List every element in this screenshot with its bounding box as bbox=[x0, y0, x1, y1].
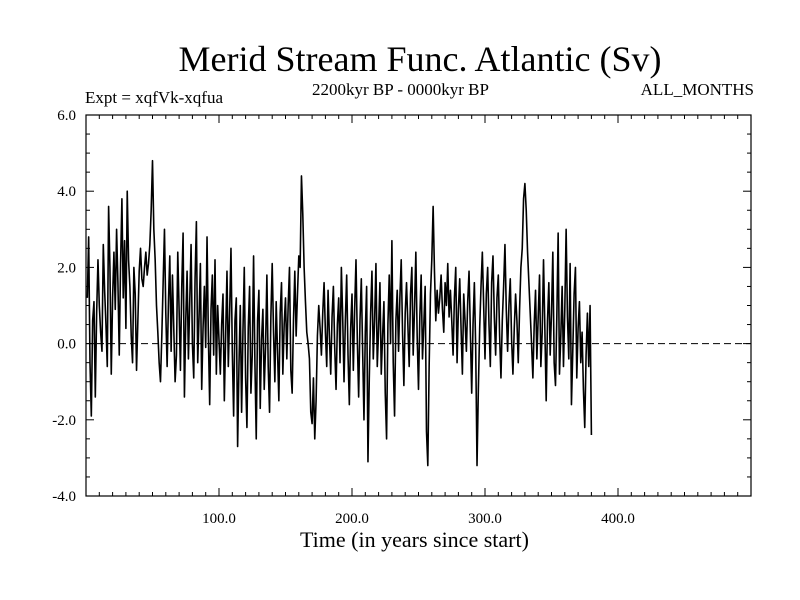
x-axis-label: Time (in years since start) bbox=[300, 527, 529, 552]
chart-title: Merid Stream Func. Atlantic (Sv) bbox=[178, 39, 662, 79]
x-tick-label: 100.0 bbox=[202, 511, 236, 527]
series-line bbox=[86, 159, 593, 467]
x-tick-label: 200.0 bbox=[335, 511, 369, 527]
y-tick-label: 2.0 bbox=[57, 260, 76, 276]
y-tick-label: 4.0 bbox=[57, 184, 76, 200]
y-tick-label: 0.0 bbox=[57, 337, 76, 353]
y-tick-label: -4.0 bbox=[52, 489, 76, 505]
months-label: ALL_MONTHS bbox=[640, 80, 754, 99]
y-tick-label: 6.0 bbox=[57, 108, 76, 124]
x-tick-label: 400.0 bbox=[601, 511, 635, 527]
y-tick-label: -2.0 bbox=[52, 413, 76, 429]
experiment-label: Expt = xqfVk-xqfua bbox=[85, 88, 224, 107]
plot-frame bbox=[85, 114, 752, 497]
x-tick-label: 300.0 bbox=[468, 511, 502, 527]
period-label: 2200kyr BP - 0000kyr BP bbox=[312, 80, 489, 99]
